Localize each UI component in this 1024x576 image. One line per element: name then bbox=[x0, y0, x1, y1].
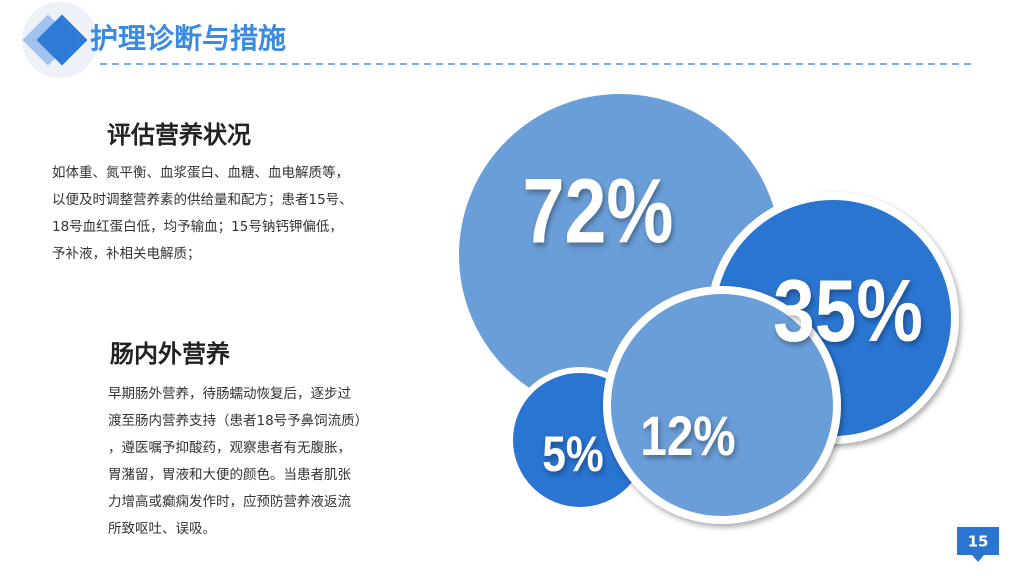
paragraph-line: 渡至肠内营养支持（患者18号予鼻饲流质） bbox=[108, 412, 368, 429]
paragraph-line: 以便及时调整营养素的供给量和配方；患者15号、 bbox=[52, 192, 353, 208]
paragraph-line: 如体重、氮平衡、血浆蛋白、血糖、血电解质等， bbox=[52, 164, 349, 181]
paragraph-line: 力增高或癫痫发作时，应预防营养液返流 bbox=[108, 493, 351, 510]
paragraph-line: ，遵医嘱予抑酸药，观察患者有无腹胀， bbox=[108, 439, 351, 456]
section-heading: 评估营养状况 bbox=[107, 121, 251, 149]
circle-label: 72% bbox=[523, 159, 674, 262]
paragraph-line: 早期肠外营养，待肠蠕动恢复后，逐步过 bbox=[108, 385, 351, 402]
page-badge: 15 bbox=[957, 527, 999, 562]
slide-title: 护理诊断与措施 bbox=[90, 22, 286, 55]
paragraph-line: 所致呕吐、误吸。 bbox=[108, 521, 216, 537]
page-number: 15 bbox=[968, 533, 989, 551]
circle bbox=[603, 286, 841, 524]
section-heading: 肠内外营养 bbox=[110, 340, 230, 368]
paragraph-line: 18号血红蛋白低，均予输血；15号钠钙钾偏低， bbox=[52, 219, 343, 235]
circle-label: 5% bbox=[542, 426, 603, 482]
header-icon bbox=[22, 2, 98, 78]
paragraph-line: 胃潴留，胃液和大便的颜色。当患者肌张 bbox=[108, 466, 351, 483]
paragraph-line: 予补液，补相关电解质； bbox=[52, 246, 201, 262]
circle-label: 12% bbox=[640, 405, 735, 467]
circle-label: 35% bbox=[773, 263, 923, 361]
